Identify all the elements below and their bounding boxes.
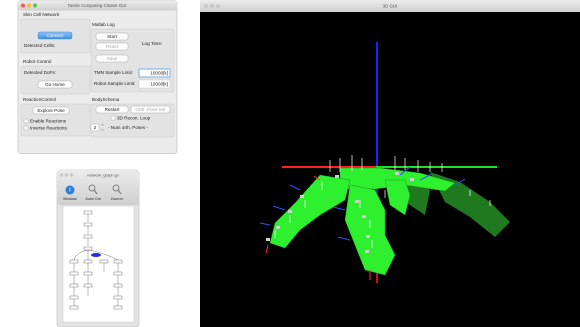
checkbox-label: Inverse Reactions [30,125,67,130]
button-label: Connect [46,33,64,38]
field-label: Detected Cells: [24,43,55,48]
button-label: Go Home [45,82,65,87]
button-label: Save [107,56,118,61]
field-label: Detected DoFs: [24,70,56,75]
window-title: Tactile Computing Cluster GUI [67,3,126,8]
field-label: TMN Sample Limit: [94,70,133,75]
field-label: Robot Sample Limit: [94,81,135,86]
field-value: 10000[k] [150,70,168,75]
group-label: BodySchema [92,97,120,102]
button-label: Start [107,34,117,39]
toolbar-label: Zoom In [111,197,124,201]
close-button[interactable] [21,4,25,8]
window-title: network_graph.gv [87,172,119,177]
gui-3d-window: 3D GUI [200,0,580,327]
checkbox-label: Enable Reactions [30,118,67,123]
checkbox[interactable] [111,116,115,120]
button-label: Restart [105,107,121,112]
group-label: Robot Control [23,59,51,64]
button-label: Reset [106,44,119,49]
desktop: Tactile Computing Cluster GUI Skin Cell … [0,0,580,327]
checkbox-label: 3D Recon. Loop [117,115,151,120]
toolbar-label: Zoom Out [85,197,100,201]
group-label: Skin Cell Network [23,12,60,17]
field-label: Log Time: [142,41,162,46]
group-label: ReactionControl [23,97,56,102]
button-label: Explore Pose [37,108,65,113]
checkbox[interactable] [24,119,28,123]
group-label: Matlab Log [92,22,115,27]
minimize-button[interactable] [27,4,31,8]
graph-window: network_graph.gv i Windows Zoom Out Zoom… [57,170,139,327]
main-window: Tactile Computing Cluster GUI Skin Cell … [18,1,177,154]
button-label: Orth. Pose Set [135,107,166,112]
checkbox[interactable] [24,126,28,130]
field-value: 10000[k] [150,81,168,86]
graph-canvas [63,206,134,322]
spinner-label: - Num orth. Poses - [108,125,148,130]
spinner-value: 2 [94,125,97,130]
window-title: 3D GUI [383,3,398,8]
zoom-button[interactable] [33,4,37,8]
toolbar-label: Windows [63,197,77,201]
